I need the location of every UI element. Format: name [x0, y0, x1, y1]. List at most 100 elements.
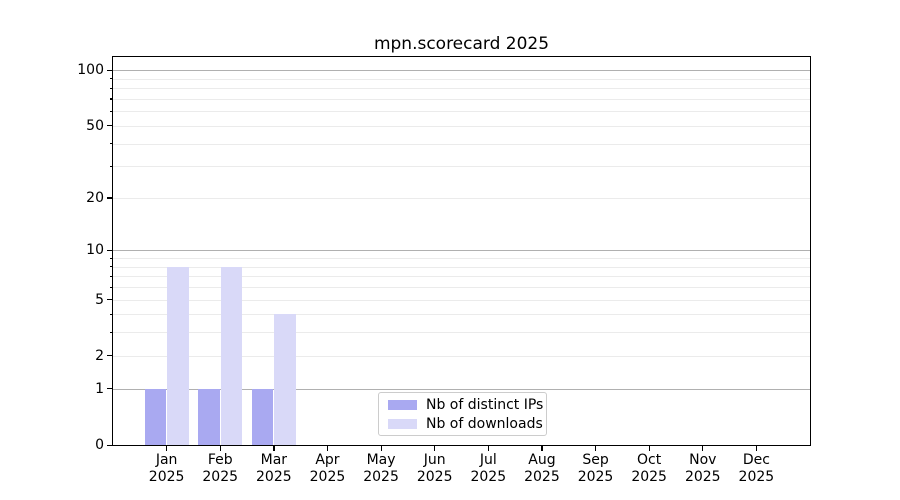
gridline-minor	[113, 276, 810, 278]
x-axis-label-month: Jul	[479, 452, 497, 468]
y-minor-tick-mark	[109, 78, 113, 80]
y-minor-tick-mark	[109, 275, 113, 277]
x-axis-label-month: Aug	[528, 452, 556, 468]
x-tick-mark	[487, 446, 489, 451]
y-minor-tick-mark	[109, 331, 113, 334]
x-axis-label: Sep 2025	[564, 452, 628, 486]
x-axis-label-year: 2025	[738, 469, 775, 485]
plot-area	[112, 56, 811, 446]
x-axis-label-year: 2025	[202, 469, 239, 485]
y-axis-label: 2	[95, 347, 104, 364]
gridline-minor	[113, 299, 810, 301]
gridline-minor	[113, 125, 810, 127]
legend-item-distinct-ips: Nb of distinct IPs	[388, 397, 543, 413]
x-tick-mark	[434, 446, 436, 451]
gridline-major	[113, 388, 810, 390]
x-axis-label-month: Jun	[423, 452, 446, 468]
x-axis-label-month: Jan	[155, 452, 178, 468]
x-axis-label: Jan 2025	[135, 452, 199, 486]
x-tick-mark	[541, 446, 543, 451]
x-axis-label: Jun 2025	[403, 452, 467, 486]
y-tick-mark	[107, 125, 113, 127]
y-axis-label: 10	[86, 242, 104, 259]
x-tick-mark	[755, 446, 758, 451]
chart-title: mpn.scorecard 2025	[373, 34, 550, 54]
x-axis-label-year: 2025	[148, 469, 185, 485]
x-tick-mark	[595, 446, 597, 451]
x-axis-label: Dec 2025	[724, 452, 788, 486]
x-axis-label: Jul 2025	[456, 452, 520, 486]
x-axis-label-month: Apr	[315, 452, 340, 468]
y-axis-label: 100	[77, 62, 104, 79]
gridline-minor	[113, 314, 810, 316]
bar-distinct-ips	[198, 388, 220, 445]
x-axis-label: Feb 2025	[188, 452, 252, 486]
y-minor-tick-mark	[109, 257, 113, 259]
y-tick-mark	[107, 197, 113, 199]
gridline-major	[113, 70, 810, 72]
bar-downloads	[274, 314, 296, 445]
legend-label-distinct-ips: Nb of distinct IPs	[426, 396, 544, 413]
y-minor-tick-mark	[109, 266, 113, 268]
x-axis-label-year: 2025	[631, 469, 667, 485]
y-axis-label: 5	[95, 291, 104, 308]
x-axis-label-year: 2025	[684, 469, 721, 485]
x-tick-mark	[702, 446, 704, 451]
x-axis-label: Mar 2025	[242, 452, 306, 486]
x-tick-mark	[219, 446, 221, 451]
legend-swatch-downloads	[388, 418, 417, 429]
y-axis-label: 50	[86, 117, 104, 134]
bar-distinct-ips	[144, 388, 167, 445]
x-tick-mark	[380, 446, 382, 451]
x-tick-mark	[273, 446, 275, 451]
x-tick-mark	[648, 446, 650, 451]
x-axis-label-year: 2025	[577, 469, 614, 485]
y-minor-tick-mark	[109, 87, 113, 89]
y-axis-label: 0	[95, 437, 104, 453]
y-minor-tick-mark	[109, 286, 113, 288]
y-minor-tick-mark	[109, 98, 113, 100]
x-axis-label-month: Mar	[260, 452, 288, 468]
y-tick-mark	[107, 249, 113, 251]
bar-downloads	[167, 266, 189, 445]
x-axis-label-year: 2025	[470, 469, 507, 485]
x-axis-label-month: Oct	[637, 452, 662, 468]
bar-downloads	[220, 266, 243, 445]
x-axis-label-month: Sep	[582, 452, 609, 468]
gridline-minor	[113, 266, 810, 268]
y-tick-mark	[107, 299, 113, 301]
x-axis-label-month: May	[366, 452, 396, 468]
y-axis-label: 20	[86, 189, 104, 206]
y-tick-mark	[107, 355, 113, 357]
gridline-major	[113, 250, 810, 252]
x-axis-label: Oct 2025	[617, 452, 681, 486]
x-tick-mark	[166, 446, 168, 451]
legend: Nb of distinct IPs Nb of downloads	[378, 392, 547, 436]
x-axis-label-year: 2025	[309, 469, 346, 485]
gridline-minor	[113, 332, 810, 334]
x-axis-label: May 2025	[349, 452, 413, 486]
y-minor-tick-mark	[109, 165, 113, 167]
x-axis-label-year: 2025	[363, 469, 399, 485]
gridline-minor	[113, 111, 810, 113]
x-axis-label-month: Dec	[742, 452, 770, 468]
gridline-minor	[113, 355, 810, 357]
x-axis-label-month: Nov	[689, 452, 717, 468]
legend-label-downloads: Nb of downloads	[426, 415, 543, 432]
gridline-minor	[113, 197, 810, 199]
y-minor-tick-mark	[109, 143, 113, 145]
y-axis-label: 1	[95, 380, 104, 397]
x-axis-label: Apr 2025	[295, 452, 359, 486]
gridline-minor	[113, 287, 810, 289]
x-axis-label-year: 2025	[416, 469, 453, 485]
bar-distinct-ips	[251, 388, 274, 445]
legend-item-downloads: Nb of downloads	[388, 416, 543, 432]
y-tick-mark	[107, 69, 113, 71]
y-tick-mark	[107, 388, 113, 390]
gridline-minor	[113, 143, 810, 145]
gridline-minor	[113, 258, 810, 260]
x-axis-label: Nov 2025	[671, 452, 735, 486]
legend-swatch-distinct-ips	[388, 399, 417, 410]
gridline-minor	[113, 166, 810, 168]
